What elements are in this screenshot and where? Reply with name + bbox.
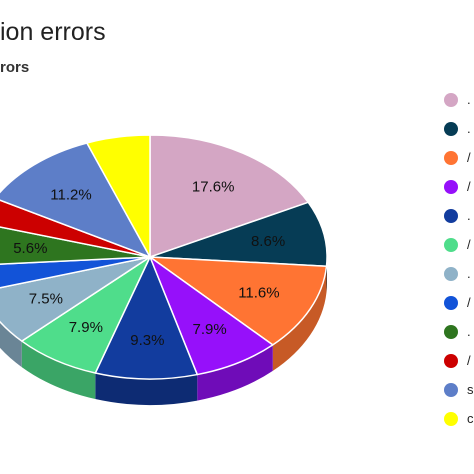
- legend-swatch: [444, 151, 458, 165]
- legend-item[interactable]: /: [444, 237, 474, 254]
- legend-swatch: [444, 267, 458, 281]
- legend-label: .: [467, 92, 471, 107]
- pie-depth: [0, 257, 327, 405]
- pie-slice-side: [21, 341, 96, 400]
- pie-slice[interactable]: [0, 223, 151, 265]
- legend-label: /: [467, 295, 471, 310]
- pie-slice[interactable]: [149, 201, 328, 267]
- legend-label: .: [467, 266, 471, 281]
- legend-item[interactable]: .: [444, 121, 474, 138]
- pie-slice[interactable]: [86, 134, 151, 258]
- pie-data-label: 11.6%: [238, 284, 279, 301]
- legend-item[interactable]: c: [444, 411, 474, 428]
- pie-data-label: 8.6%: [251, 233, 285, 250]
- legend-swatch: [444, 238, 458, 252]
- pie-slices: [0, 134, 328, 380]
- pie-slice[interactable]: [0, 256, 151, 292]
- pie-data-label: 5.6%: [13, 240, 47, 257]
- pie-data-label: 11.2%: [50, 186, 91, 203]
- pie-slice[interactable]: [149, 256, 328, 346]
- legend-swatch: [444, 325, 458, 339]
- legend-label: s: [467, 382, 474, 397]
- legend-swatch: [444, 296, 458, 310]
- pie-slice[interactable]: [0, 142, 151, 258]
- pie-slice[interactable]: [149, 134, 309, 258]
- legend-swatch: [444, 354, 458, 368]
- pie-data-labels: 17.6% 8.6% 11.6% 7.9% 9.3% 7.9% 7.5% 5.6% 11.2%: [13, 178, 285, 349]
- pie-slice-side: [0, 321, 22, 368]
- legend-item[interactable]: .: [444, 208, 474, 225]
- pie-data-label: 7.9%: [69, 319, 103, 336]
- pie-slice[interactable]: [0, 256, 151, 342]
- legend-item[interactable]: .: [444, 266, 474, 283]
- pie-data-label: 17.6%: [192, 178, 235, 195]
- legend-item[interactable]: /: [444, 179, 474, 196]
- pie-data-label: 7.9%: [193, 321, 227, 338]
- legend-label: /: [467, 179, 471, 194]
- pie-data-label: 9.3%: [130, 332, 164, 349]
- legend-label: .: [467, 324, 471, 339]
- legend-swatch: [444, 122, 458, 136]
- legend-label: .: [467, 121, 471, 136]
- pie-data-label: 7.5%: [29, 291, 63, 308]
- legend-item[interactable]: .: [444, 324, 474, 341]
- legend-swatch: [444, 180, 458, 194]
- chart-subtitle: rors: [0, 59, 30, 76]
- legend-swatch: [444, 209, 458, 223]
- chart-title: ion errors: [0, 18, 106, 46]
- legend-item[interactable]: .: [444, 92, 474, 109]
- pie-slice[interactable]: [94, 256, 198, 380]
- legend-swatch: [444, 93, 458, 107]
- legend-swatch: [444, 383, 458, 397]
- pie-slice-side: [95, 373, 198, 405]
- legend-label: /: [467, 150, 471, 165]
- legend-item[interactable]: /: [444, 353, 474, 370]
- legend-item[interactable]: s: [444, 382, 474, 399]
- pie-slice-side: [197, 344, 273, 401]
- legend-label: /: [467, 353, 471, 368]
- legend-label: /: [467, 237, 471, 252]
- legend-label: .: [467, 208, 471, 223]
- pie-slice-side: [272, 266, 327, 371]
- legend-label: c: [467, 411, 474, 426]
- legend-swatch: [444, 412, 458, 426]
- legend-item[interactable]: /: [444, 150, 474, 167]
- legend-item[interactable]: /: [444, 295, 474, 312]
